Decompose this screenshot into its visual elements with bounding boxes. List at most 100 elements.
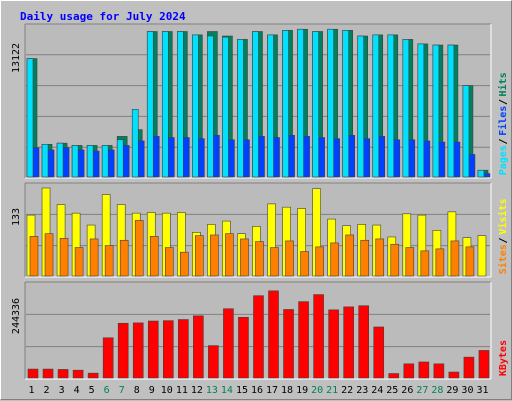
legend-kbytes: KBytes <box>498 340 509 376</box>
day-label-8: 8 <box>134 385 140 396</box>
day-label-19: 19 <box>296 385 308 396</box>
bar-pages-day-29 <box>447 44 455 178</box>
legend-sites: Sites <box>497 244 509 274</box>
bar-kbytes-day-14 <box>223 308 234 379</box>
bar-kbytes-day-5 <box>87 372 99 379</box>
day-label-27: 27 <box>416 385 428 396</box>
day-label-22: 22 <box>341 385 353 396</box>
chart-title: Daily usage for July 2024 <box>20 10 186 23</box>
bar-kbytes-day-4 <box>72 369 84 379</box>
day-label-14: 14 <box>221 385 233 396</box>
day-label-18: 18 <box>281 385 293 396</box>
day-label-20: 20 <box>311 385 323 396</box>
bar-sites-day-22 <box>345 234 354 277</box>
bar-pages-day-18 <box>282 30 289 178</box>
day-label-29: 29 <box>446 385 458 396</box>
bar-sites-day-21 <box>330 242 339 277</box>
bar-sites-day-3 <box>59 237 69 277</box>
bar-kbytes-day-19 <box>298 301 309 379</box>
bar-pages-day-14 <box>222 36 229 178</box>
bar-kbytes-day-17 <box>268 290 279 379</box>
bar-sites-day-25 <box>390 243 400 277</box>
bar-pages-day-12 <box>192 34 199 178</box>
bar-pages-day-30 <box>462 85 470 178</box>
day-label-11: 11 <box>176 385 188 396</box>
legend-separator: / <box>498 138 509 144</box>
day-label-12: 12 <box>191 385 203 396</box>
bar-sites-day-2 <box>44 233 54 277</box>
bar-kbytes-day-9 <box>147 320 159 379</box>
bar-kbytes-day-31 <box>478 350 490 379</box>
bar-pages-day-9 <box>146 31 154 178</box>
bar-kbytes-day-21 <box>328 309 339 379</box>
bar-sites-day-4 <box>74 247 84 277</box>
bar-pages-day-27 <box>417 43 425 178</box>
bar-pages-day-31 <box>477 169 485 178</box>
legend-visits: Visits <box>497 199 509 235</box>
bar-sites-day-28 <box>435 248 445 277</box>
bar-kbytes-day-11 <box>178 319 189 379</box>
bar-pages-day-6 <box>101 145 109 178</box>
bar-pages-day-22 <box>342 30 349 178</box>
bar-sites-day-5 <box>89 238 99 277</box>
legend-files: Files <box>497 106 509 136</box>
day-label-23: 23 <box>356 385 368 396</box>
day-label-7: 7 <box>119 385 125 396</box>
bar-kbytes-day-18 <box>283 309 294 379</box>
day-label-28: 28 <box>431 385 443 396</box>
bar-sites-day-10 <box>164 247 174 277</box>
bar-sites-day-14 <box>225 233 234 277</box>
bar-kbytes-day-6 <box>102 337 114 379</box>
bar-kbytes-day-28 <box>433 363 445 379</box>
bar-sites-day-20 <box>315 246 324 277</box>
day-label-1: 1 <box>29 385 35 396</box>
bar-pages-day-7 <box>116 139 124 178</box>
day-label-4: 4 <box>74 385 80 396</box>
bar-sites-day-27 <box>420 250 430 277</box>
day-label-16: 16 <box>251 385 263 396</box>
bar-sites-day-17 <box>270 247 279 277</box>
legend-hits: Hits <box>497 72 509 96</box>
bar-kbytes-day-15 <box>238 316 249 379</box>
bar-kbytes-day-20 <box>313 294 324 379</box>
bar-pages-day-13 <box>207 35 214 178</box>
bar-pages-day-15 <box>237 39 244 178</box>
bar-sites-day-23 <box>360 239 370 277</box>
bar-pages-day-16 <box>252 31 259 178</box>
bar-pages-day-17 <box>267 34 274 178</box>
bar-pages-day-20 <box>312 31 319 178</box>
bar-pages-day-4 <box>71 145 79 178</box>
bar-sites-day-8 <box>134 220 144 277</box>
bar-kbytes-day-23 <box>358 305 370 379</box>
bar-sites-day-13 <box>210 234 219 277</box>
bar-sites-day-15 <box>240 238 249 277</box>
bar-pages-day-10 <box>161 31 169 178</box>
bar-kbytes-day-1 <box>27 368 39 379</box>
bar-kbytes-day-22 <box>343 306 354 379</box>
bar-sites-day-7 <box>119 239 129 277</box>
scale-label: 133 <box>11 208 22 226</box>
bar-sites-day-11 <box>180 251 189 277</box>
day-label-17: 17 <box>266 385 278 396</box>
bars-kbytes <box>27 290 490 379</box>
day-label-2: 2 <box>44 385 50 396</box>
bar-sites-day-6 <box>104 245 114 277</box>
bar-kbytes-day-25 <box>388 373 400 379</box>
bar-pages-day-21 <box>327 28 334 178</box>
day-label-13: 13 <box>206 385 218 396</box>
bar-pages-day-26 <box>402 39 410 178</box>
bar-pages-day-3 <box>56 142 64 178</box>
day-label-30: 30 <box>461 385 473 396</box>
bar-sites-day-24 <box>375 238 385 277</box>
bars-hits-files-pages <box>26 28 491 178</box>
bar-pages-day-24 <box>372 34 380 178</box>
day-labels: 1 2 3 4 5 6 7 8 9 10 11 12 13 14 15 16 17 18 19 20 21 22 23 24 2… <box>29 385 489 396</box>
bar-kbytes-day-3 <box>57 369 69 379</box>
bar-kbytes-day-2 <box>42 368 54 379</box>
bar-pages-day-2 <box>41 143 49 178</box>
bar-sites-day-26 <box>405 247 415 277</box>
scale-label: 13122 <box>11 43 22 73</box>
bar-kbytes-day-8 <box>132 322 144 379</box>
bar-kbytes-day-29 <box>448 371 460 379</box>
